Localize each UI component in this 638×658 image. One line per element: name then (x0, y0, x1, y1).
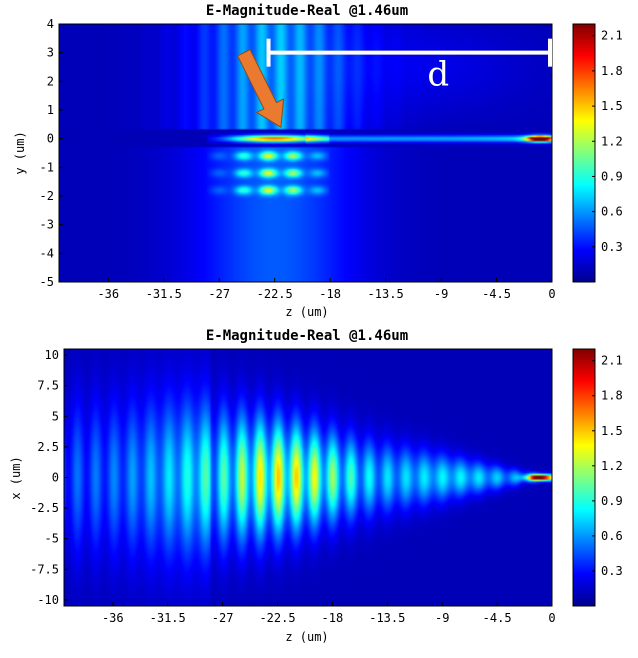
axes: -36 -31.5 -27 -22.5 -18 -13.5 -9 -4.5 0 -10 -7.5 -5… (30, 348, 556, 625)
heatmap-image (59, 24, 552, 282)
x-tick-label: -9 (435, 611, 449, 625)
x-tick-label: -18 (319, 287, 341, 301)
chart-top: E-Magnitude-Real @1.46um d -36 -31.5 -27 -2… (13, 3, 623, 319)
colorbar: 0.3 0.6 0.9 1.2 1.5 1.8 2.1 (572, 23, 623, 283)
x-tick-label: -18 (322, 611, 344, 625)
x-axis-label: z (um) (285, 305, 328, 319)
y-tick-label: -5 (45, 532, 59, 546)
chart-title: E-Magnitude-Real @1.46um (206, 3, 408, 19)
x-tick-label: -36 (97, 287, 119, 301)
x-tick-label: -36 (102, 611, 124, 625)
colorbar-gradient (572, 23, 596, 283)
y-tick-label: 5 (52, 409, 59, 423)
y-tick-label: 0 (47, 132, 54, 146)
x-axis-label: z (um) (285, 630, 328, 644)
y-tick-label: -10 (37, 593, 59, 607)
colorbar-tick-label: 1.2 (601, 459, 623, 473)
colorbar-tick-label: 0.6 (601, 529, 623, 543)
colorbar-tick-label: 2.1 (601, 29, 623, 43)
y-tick-label: -2 (40, 189, 54, 203)
y-tick-label: -2.5 (30, 501, 59, 515)
distance-label: d (427, 55, 449, 95)
chart-bottom: E-Magnitude-Real @1.46um -36 -31.5 -27 -22.… (9, 328, 623, 644)
colorbar: 0.3 0.6 0.9 1.2 1.5 1.8 2.1 (572, 348, 623, 607)
x-tick-label: -22.5 (257, 287, 293, 301)
x-tick-label: -9 (434, 287, 448, 301)
y-tick-label: 1 (47, 103, 54, 117)
colorbar-tick-label: 1.5 (601, 424, 623, 438)
colorbar-tick-label: 1.2 (601, 134, 623, 148)
colorbar-tick-label: 0.6 (601, 205, 623, 219)
arrow-annotation (236, 48, 285, 129)
colorbar-tick-label: 2.1 (601, 354, 623, 368)
colorbar-tick-label: 0.3 (601, 240, 623, 254)
plot-area (58, 23, 553, 283)
x-tick-label: -27 (212, 611, 234, 625)
y-tick-label: -4 (40, 246, 54, 260)
y-tick-label: -3 (40, 218, 54, 232)
colorbar-tick-label: 0.9 (601, 494, 623, 508)
colorbar-gradient (572, 348, 596, 607)
x-tick-label: -31.5 (146, 287, 182, 301)
x-tick-label: 0 (548, 287, 555, 301)
heatmap-image (64, 349, 552, 606)
x-tick-label: -31.5 (150, 611, 186, 625)
x-tick-label: -22.5 (259, 611, 295, 625)
x-tick-label: -4.5 (483, 611, 512, 625)
y-tick-label: -7.5 (30, 562, 59, 576)
y-axis-label: y (um) (13, 131, 27, 174)
colorbar-tick-label: 0.3 (601, 564, 623, 578)
x-tick-label: -4.5 (482, 287, 511, 301)
y-tick-label: 4 (47, 17, 54, 31)
y-axis-label: x (um) (9, 456, 23, 499)
colorbar-tick-label: 1.8 (601, 389, 623, 403)
y-tick-label: 0 (52, 471, 59, 485)
annotation: d (236, 38, 552, 129)
x-tick-label: -27 (208, 287, 230, 301)
y-tick-label: 2 (47, 74, 54, 88)
plot-area (63, 348, 553, 607)
x-tick-label: -13.5 (369, 611, 405, 625)
colorbar-tick-label: 0.9 (601, 169, 623, 183)
y-tick-label: 2.5 (37, 440, 59, 454)
y-tick-label: -5 (40, 275, 54, 289)
x-tick-label: -13.5 (368, 287, 404, 301)
colorbar-tick-label: 1.5 (601, 99, 623, 113)
axes: -36 -31.5 -27 -22.5 -18 -13.5 -9 -4.5 0 -5 -4 -3 -2 -… (40, 17, 556, 301)
x-tick-label: 0 (548, 611, 555, 625)
y-tick-label: 10 (45, 348, 59, 362)
colorbar-tick-label: 1.8 (601, 64, 623, 78)
y-tick-label: -1 (40, 160, 54, 174)
y-tick-label: 3 (47, 46, 54, 60)
y-tick-label: 7.5 (37, 379, 59, 393)
chart-title: E-Magnitude-Real @1.46um (206, 328, 408, 344)
